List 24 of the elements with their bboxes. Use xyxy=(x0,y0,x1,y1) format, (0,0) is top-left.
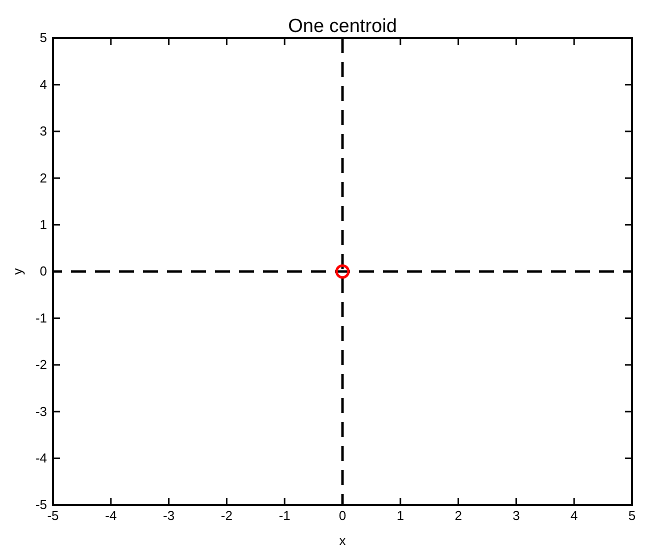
y-tick-label: -3 xyxy=(35,404,47,419)
x-tick-label: 1 xyxy=(396,508,404,524)
x-tick-label: 3 xyxy=(512,508,520,524)
x-tick-label: 0 xyxy=(338,508,346,524)
x-axis-title: x xyxy=(339,533,346,548)
y-axis-title: y xyxy=(10,268,25,275)
y-tick-label: -5 xyxy=(35,497,47,512)
x-tick-label: 5 xyxy=(628,508,636,524)
y-tick-label: 4 xyxy=(40,76,47,92)
y-tick-label: -2 xyxy=(35,357,47,372)
x-tick-label: -4 xyxy=(105,508,117,524)
y-tick-label: 5 xyxy=(40,30,47,46)
chart-title: One centroid xyxy=(288,16,397,37)
x-tick-label: 4 xyxy=(570,508,578,524)
x-tick-label: -3 xyxy=(163,508,175,524)
x-tick-label: -1 xyxy=(278,508,290,524)
y-tick-label: 1 xyxy=(40,216,47,232)
y-tick-label: 2 xyxy=(40,170,47,186)
y-tick-label: 0 xyxy=(40,264,47,279)
y-tick-label: 3 xyxy=(40,124,47,139)
x-tick-label: 2 xyxy=(454,508,462,524)
y-tick-label: -1 xyxy=(35,310,47,326)
y-tick-label: -4 xyxy=(35,450,47,466)
x-tick-label: -2 xyxy=(220,508,232,524)
